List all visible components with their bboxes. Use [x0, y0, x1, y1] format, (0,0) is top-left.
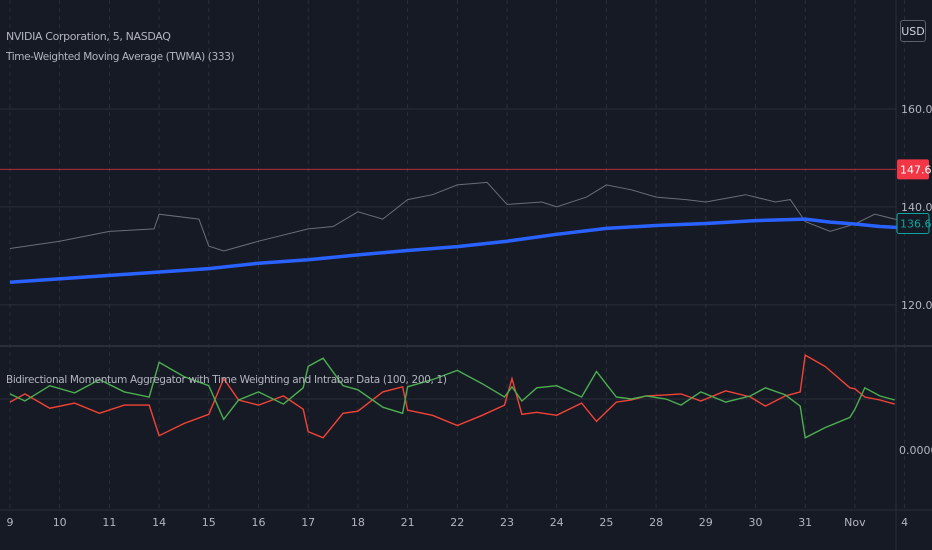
time-axis-label: 29: [699, 516, 713, 529]
oscillator-axis-tick-label: 0.0000: [899, 444, 932, 457]
price-axis-tick-label: 140.00: [901, 201, 932, 214]
time-axis-label: 28: [649, 516, 663, 529]
time-axis-label: 15: [202, 516, 216, 529]
price-pane[interactable]: [0, 168, 915, 285]
time-axis-label: 31: [798, 516, 812, 529]
bull-momentum-line: [9, 357, 895, 439]
currency-button[interactable]: USD: [900, 20, 926, 42]
price-line: [9, 181, 915, 252]
last-value-label: 136.62: [900, 217, 932, 230]
axes-layer: 120.00 140.00 160.00 147.66 136.62 0.0000 9 10 1…: [7, 103, 932, 529]
bear-momentum-line: [9, 353, 895, 439]
time-axis-label: 11: [102, 516, 116, 529]
twma-line: [9, 217, 915, 285]
time-axis-label: Nov: [844, 516, 866, 529]
time-axis-label: 24: [550, 516, 564, 529]
time-axis-label: 21: [401, 516, 415, 529]
time-axis-label: 10: [53, 516, 67, 529]
time-axis-label: 9: [7, 516, 14, 529]
price-marker-label: 147.66: [900, 163, 932, 176]
time-axis-label: 14: [152, 516, 166, 529]
time-axis-label: 25: [599, 516, 613, 529]
time-axis-label: 4: [901, 516, 908, 529]
oscillator-pane[interactable]: [9, 353, 895, 439]
price-axis-tick-label: 160.00: [901, 103, 932, 116]
time-axis-label: 23: [500, 516, 514, 529]
time-axis-label: 30: [749, 516, 763, 529]
time-axis-label: 22: [450, 516, 464, 529]
price-marker-tag: [897, 159, 929, 180]
time-axis-label: 17: [301, 516, 315, 529]
time-axis-label: 18: [351, 516, 365, 529]
time-axis-label: 16: [252, 516, 266, 529]
price-axis-tick-label: 120.00: [901, 299, 932, 312]
oscillator-legend[interactable]: Bidirectional Momentum Aggregator with T…: [6, 374, 447, 386]
symbol-title: NVIDIA Corporation, 5, NASDAQ: [6, 30, 171, 43]
last-value-tag: [896, 212, 930, 234]
twma-legend[interactable]: Time-Weighted Moving Average (TWMA) (333…: [6, 51, 235, 63]
